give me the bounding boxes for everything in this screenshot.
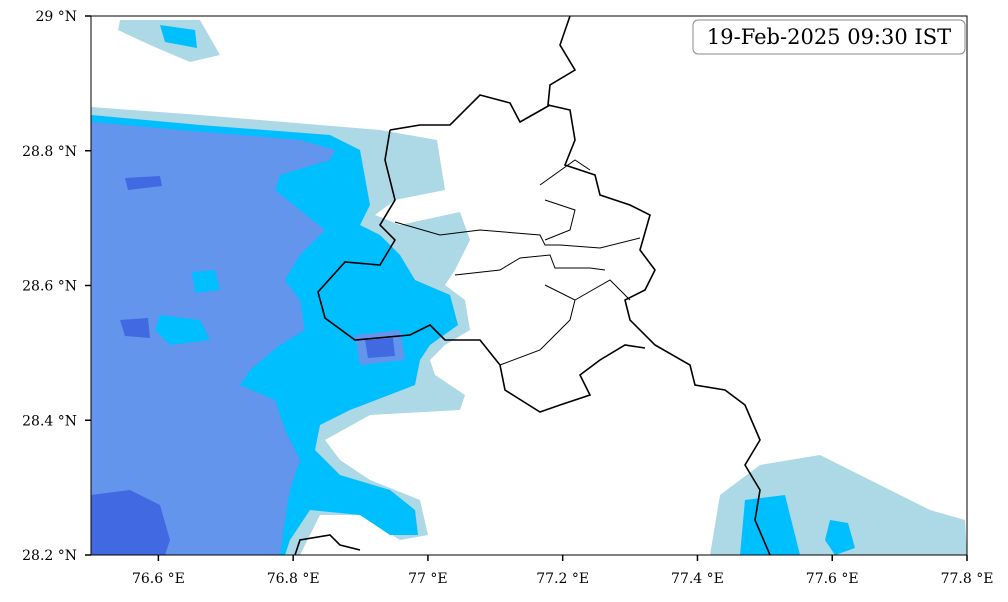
x-tick-label: 76.8 °E	[267, 571, 320, 587]
y-tick-label: 28.4 °N	[22, 413, 77, 429]
y-tick-label: 28.6 °N	[22, 279, 77, 295]
contour-fill	[91, 20, 967, 555]
y-tick-label: 28.8 °N	[22, 144, 77, 160]
x-tick-label: 76.6 °E	[132, 571, 185, 587]
x-tick-label: 77.6 °E	[806, 571, 859, 587]
timestamp-box	[692, 19, 966, 55]
x-tick-label: 77.2 °E	[536, 571, 589, 587]
boundaries	[294, 16, 771, 555]
x-tick-label: 77.4 °E	[671, 571, 724, 587]
x-tick-label: 77.8 °E	[941, 571, 994, 587]
timestamp: 19-Feb-2025 09:30 IST	[707, 25, 951, 49]
x-tick-label: 77 °E	[408, 571, 447, 587]
y-tick-label: 28.2 °N	[22, 548, 77, 564]
y-tick-label: 29 °N	[35, 9, 77, 25]
